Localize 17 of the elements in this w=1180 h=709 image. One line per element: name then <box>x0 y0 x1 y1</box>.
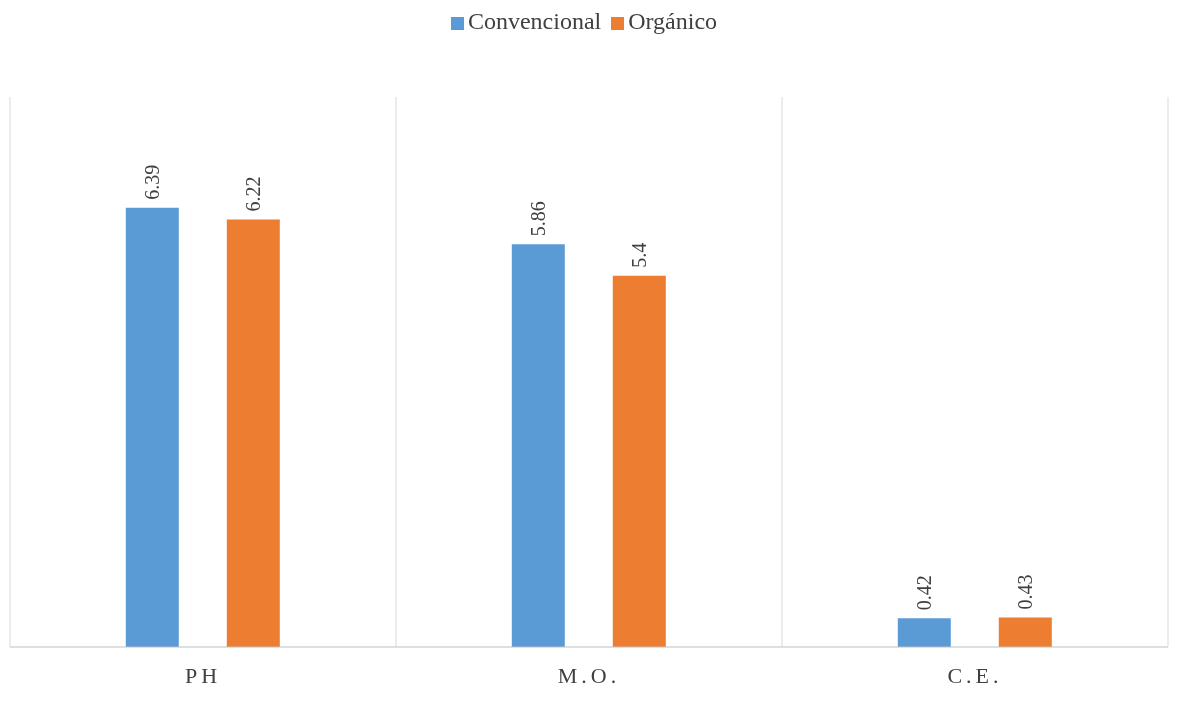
bar <box>998 617 1052 647</box>
data-label: 0.42 <box>913 575 936 611</box>
bar <box>897 618 951 647</box>
data-label: 5.4 <box>628 242 651 268</box>
bar <box>125 207 179 647</box>
bar <box>511 244 565 647</box>
x-tick-label: M.O. <box>557 662 621 688</box>
data-label: 0.43 <box>1014 574 1037 610</box>
x-tick-label: PH <box>184 662 222 688</box>
data-label: 6.39 <box>141 164 164 200</box>
x-tick-label: C.E. <box>947 662 1003 688</box>
data-label: 5.86 <box>527 201 550 237</box>
data-label: 6.22 <box>242 176 265 212</box>
legend-label: Orgánico <box>628 8 718 34</box>
legend-label: Convencional <box>467 8 602 34</box>
bar <box>226 219 280 647</box>
bar <box>612 275 666 647</box>
